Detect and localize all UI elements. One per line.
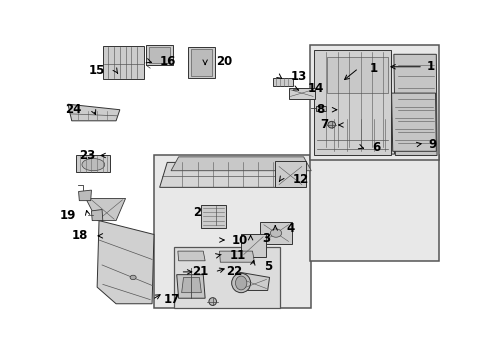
Text: 1: 1 <box>369 62 377 75</box>
Polygon shape <box>391 93 435 151</box>
Polygon shape <box>176 275 205 298</box>
Text: 7: 7 <box>320 118 327 131</box>
Polygon shape <box>181 278 201 293</box>
Ellipse shape <box>82 158 104 171</box>
Polygon shape <box>393 54 436 156</box>
Polygon shape <box>178 251 205 261</box>
Ellipse shape <box>231 273 250 293</box>
Bar <box>310 45 438 159</box>
Text: 2: 2 <box>193 206 201 219</box>
Bar <box>324 54 390 96</box>
Text: 24: 24 <box>65 103 82 116</box>
Bar <box>174 247 280 308</box>
Polygon shape <box>79 190 91 201</box>
Text: 15: 15 <box>88 64 104 77</box>
Text: 20: 20 <box>216 55 232 68</box>
Text: 23: 23 <box>79 149 95 162</box>
Ellipse shape <box>235 276 246 290</box>
Polygon shape <box>85 198 125 221</box>
Bar <box>241 234 265 257</box>
Bar <box>201 205 225 228</box>
Bar <box>149 46 170 63</box>
Bar <box>154 156 311 308</box>
Polygon shape <box>320 115 394 154</box>
Polygon shape <box>219 251 254 262</box>
Bar <box>190 49 211 76</box>
Bar <box>272 78 292 86</box>
Bar <box>146 45 173 66</box>
Text: 9: 9 <box>428 138 436 151</box>
Polygon shape <box>171 157 311 171</box>
Text: 6: 6 <box>371 141 379 154</box>
Text: 22: 22 <box>225 265 242 278</box>
Text: 14: 14 <box>307 82 323 95</box>
Polygon shape <box>314 50 390 156</box>
Polygon shape <box>159 162 299 187</box>
Bar <box>288 87 314 99</box>
Text: 3: 3 <box>262 232 269 245</box>
Polygon shape <box>68 104 120 121</box>
Ellipse shape <box>130 275 136 280</box>
Polygon shape <box>91 210 102 221</box>
Text: 16: 16 <box>159 55 176 68</box>
Bar <box>260 222 292 244</box>
Text: 17: 17 <box>163 293 179 306</box>
Bar <box>326 57 387 93</box>
Text: 4: 4 <box>286 222 294 235</box>
Bar <box>310 156 438 261</box>
Text: 10: 10 <box>231 234 247 247</box>
Text: 11: 11 <box>229 249 245 262</box>
Text: 13: 13 <box>290 70 306 83</box>
Text: 12: 12 <box>292 172 308 185</box>
Ellipse shape <box>327 121 335 128</box>
Text: 8: 8 <box>316 103 324 116</box>
Bar <box>188 48 214 78</box>
Bar <box>76 156 110 172</box>
Bar <box>102 46 144 79</box>
Ellipse shape <box>208 298 216 305</box>
Bar <box>275 161 305 187</box>
Bar <box>316 105 325 111</box>
Polygon shape <box>237 272 269 291</box>
Ellipse shape <box>270 229 281 237</box>
Polygon shape <box>97 221 154 304</box>
Text: 19: 19 <box>60 208 76 221</box>
Text: 5: 5 <box>264 260 271 273</box>
Text: 18: 18 <box>71 229 87 242</box>
Text: 21: 21 <box>191 265 208 278</box>
Text: 1: 1 <box>426 60 434 73</box>
